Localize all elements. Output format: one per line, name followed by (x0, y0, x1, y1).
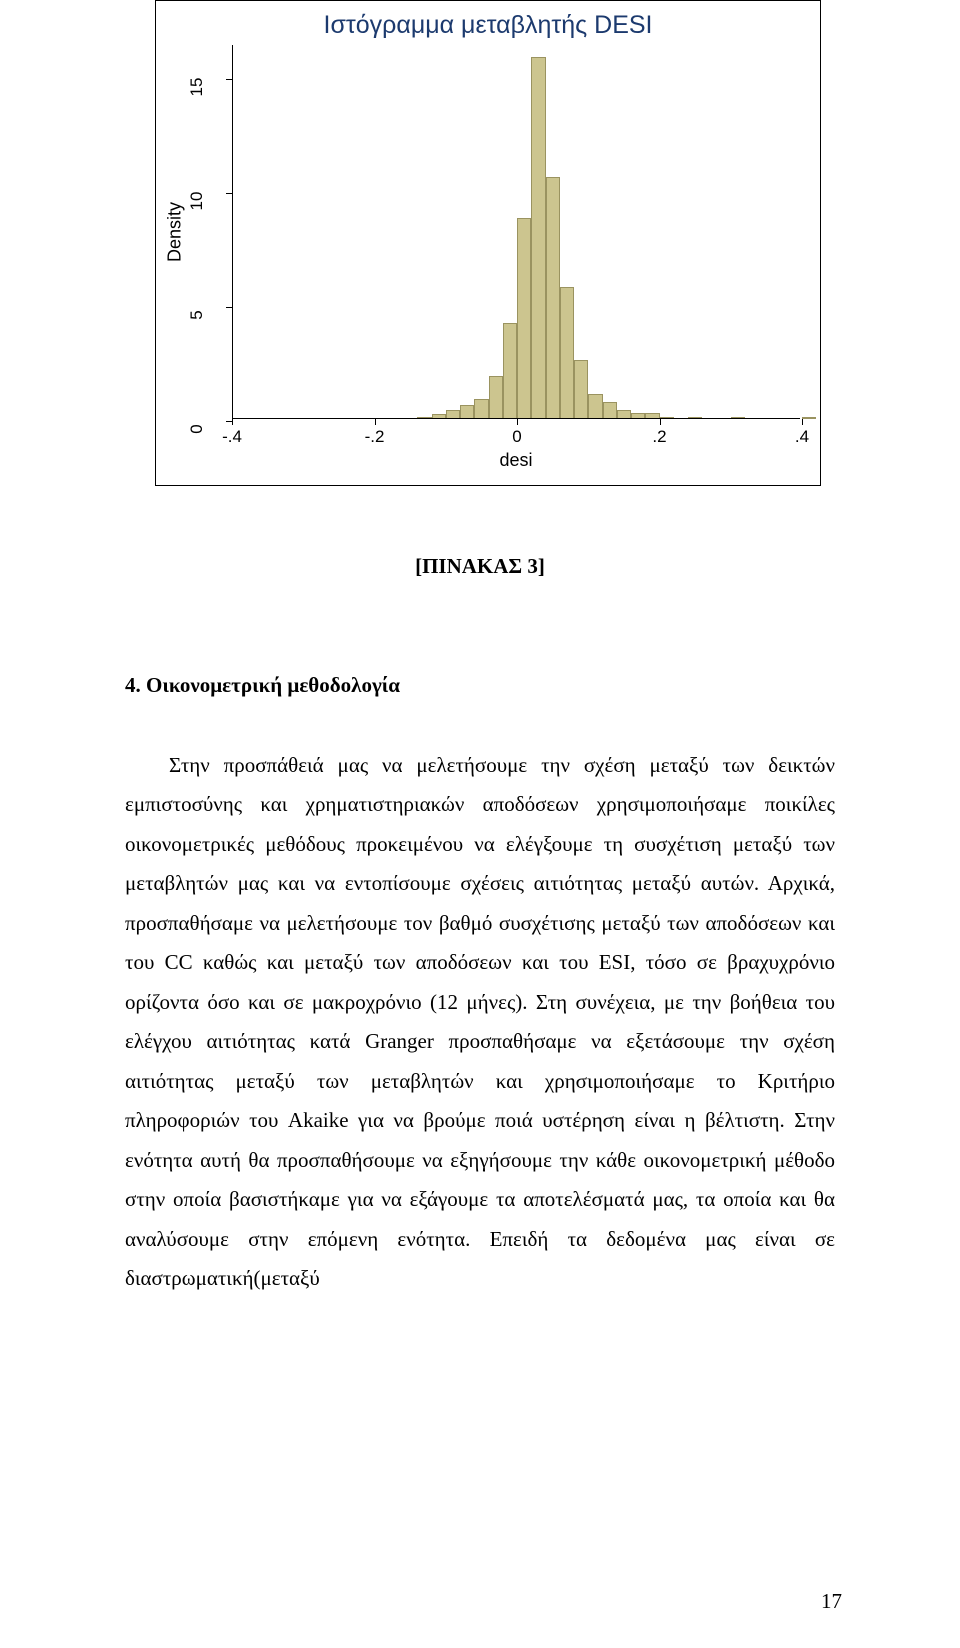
y-tick-label: 5 (187, 302, 207, 328)
y-tick: 15 (156, 79, 232, 80)
histogram-bar (546, 177, 560, 419)
histogram-bar (503, 323, 517, 419)
histogram-bar (489, 376, 503, 419)
chart-title: Ιστόγραμμα μεταβλητής DESI (156, 11, 820, 40)
histogram-bar (517, 218, 531, 419)
section-heading: 4. Οικονομετρική μεθοδολογία (125, 673, 845, 698)
y-ticks: 0 5 10 15 (156, 45, 232, 419)
histogram-bar (603, 402, 617, 419)
histogram-bar (802, 417, 816, 419)
x-axis-label: desi (232, 450, 800, 471)
histogram-bar (460, 405, 474, 419)
histogram-bar (474, 399, 488, 420)
y-tick-label: 15 (187, 74, 207, 100)
y-tick: 0 (156, 421, 232, 422)
y-tick: 5 (156, 307, 232, 308)
chart-box: Ιστόγραμμα μεταβλητής DESI Density 05101… (155, 0, 821, 486)
x-tick-label: .4 (795, 427, 809, 447)
section-paragraph: Στην προσπάθειά μας να μελετήσουμε την σ… (125, 746, 835, 1299)
histogram-bar (574, 360, 588, 419)
plot-area (232, 45, 800, 419)
histogram-bar (531, 57, 545, 419)
histogram-figure: Ιστόγραμμα μεταβλητής DESI Density 05101… (115, 0, 845, 486)
y-tick-label: 0 (187, 416, 207, 442)
y-tick: 10 (156, 193, 232, 194)
x-tick-label: -.2 (365, 427, 385, 447)
histogram-bar (560, 287, 574, 419)
y-tick-label: 10 (187, 188, 207, 214)
y-axis-line (232, 45, 233, 419)
figure-caption: [ΠΙΝΑΚΑΣ 3] (115, 554, 845, 579)
x-tick-label: -.4 (222, 427, 242, 447)
page-number: 17 (821, 1589, 842, 1614)
x-tick-label: .2 (652, 427, 666, 447)
x-tick-label: 0 (512, 427, 521, 447)
histogram-bar (588, 394, 602, 419)
